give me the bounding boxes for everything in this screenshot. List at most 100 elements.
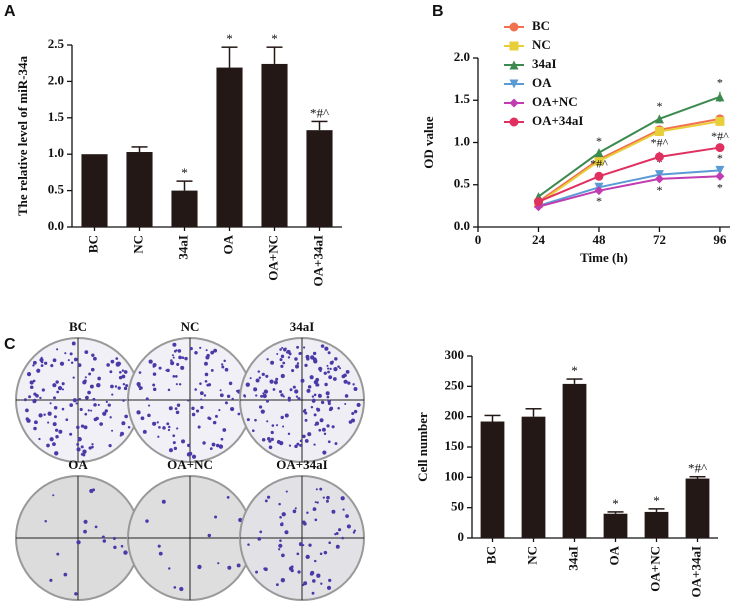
marker [509, 79, 519, 89]
colony [316, 573, 321, 578]
colony [107, 403, 111, 407]
colony [303, 581, 308, 586]
colony [202, 441, 206, 445]
colony [312, 351, 317, 356]
bar [171, 190, 198, 227]
y-tick-label: 2.0 [454, 49, 470, 64]
colony [217, 562, 220, 565]
annotation: * [656, 155, 662, 169]
colony [320, 400, 325, 405]
colony [136, 382, 141, 387]
colony [255, 378, 260, 383]
annotation: * [717, 151, 723, 165]
colony [32, 360, 37, 365]
colony [99, 422, 104, 426]
colony [168, 448, 174, 453]
colony [231, 397, 234, 401]
colony [261, 438, 266, 442]
colony [346, 524, 351, 529]
colony [268, 439, 272, 443]
colony [32, 364, 35, 367]
colony [41, 388, 45, 392]
legend-label: BC [532, 18, 550, 33]
bar [644, 511, 669, 538]
colony [319, 552, 323, 556]
colony [38, 413, 43, 418]
colony [82, 449, 87, 454]
colony [61, 388, 65, 391]
annotation: * [653, 493, 660, 508]
colony [310, 355, 315, 360]
colony [295, 395, 299, 398]
bar [480, 421, 505, 538]
colony [294, 507, 297, 510]
colony [224, 401, 228, 405]
dish-label: NC [181, 319, 200, 334]
x-axis-label: Time (h) [580, 250, 628, 265]
colony [285, 490, 288, 493]
annotation: * [596, 134, 602, 148]
y-tick-label: 200 [445, 408, 465, 423]
colony [127, 425, 131, 429]
colony [52, 494, 55, 497]
legend-label: NC [532, 37, 551, 52]
colony [69, 352, 73, 356]
colony [69, 403, 74, 407]
series-line [538, 146, 721, 203]
colony [104, 409, 108, 413]
colony [298, 352, 302, 356]
colony [222, 428, 227, 432]
colony [90, 367, 95, 372]
colony [50, 363, 54, 368]
colony [74, 592, 78, 596]
legend-label: OA [532, 75, 552, 90]
colony [123, 550, 128, 555]
colony [208, 417, 212, 421]
colony [255, 394, 258, 397]
colony [174, 375, 178, 378]
colony [178, 383, 182, 386]
colony [237, 412, 241, 416]
colony [280, 373, 285, 379]
colony [79, 407, 83, 412]
colony [147, 413, 151, 418]
colony [322, 450, 327, 455]
colony [172, 434, 176, 438]
colony [158, 426, 161, 429]
colony [281, 346, 284, 349]
colony [36, 368, 41, 373]
annotation: * [717, 180, 723, 194]
colony [328, 578, 332, 583]
colony [326, 424, 330, 428]
colony [84, 376, 87, 379]
colony [334, 357, 338, 361]
colony [53, 415, 57, 419]
colony [264, 567, 268, 572]
colony [282, 347, 287, 352]
colony [279, 539, 282, 542]
colony [215, 443, 220, 448]
marker [594, 186, 604, 196]
colony [219, 393, 224, 398]
colony [112, 536, 116, 540]
x-tick-label: 72 [653, 232, 666, 247]
y-tick-label: 2.0 [48, 72, 64, 87]
bar [562, 383, 587, 538]
bar [685, 478, 710, 538]
colony [259, 530, 263, 534]
colony [214, 515, 218, 519]
colony [56, 390, 60, 394]
marker [594, 171, 604, 181]
dish-label: OA+34aI [276, 457, 327, 472]
colony [307, 385, 312, 389]
colony [78, 397, 82, 401]
colony [26, 372, 32, 377]
colony [91, 445, 94, 449]
y-tick-label: 0.0 [454, 218, 470, 233]
colony [296, 362, 300, 365]
colony [245, 382, 250, 387]
colony [254, 418, 257, 422]
x-tick-label: BC [85, 235, 100, 253]
colony [297, 397, 301, 401]
colony [289, 388, 293, 392]
